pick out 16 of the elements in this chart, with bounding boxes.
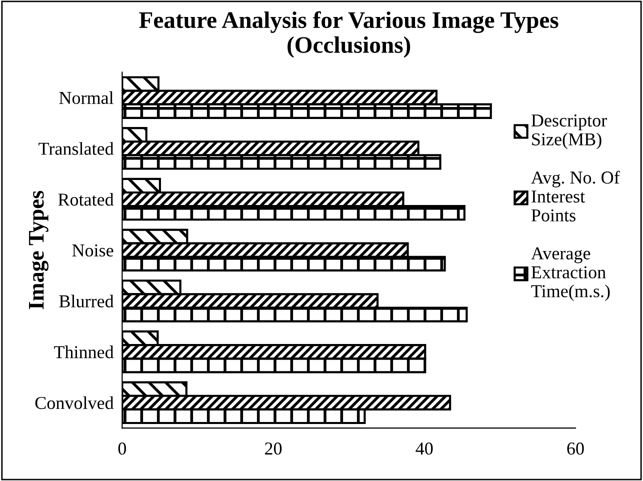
x-tick-label: 40 [416, 442, 433, 455]
x-tick-label: 20 [265, 442, 282, 455]
legend-label: Avg. No. Of Interest Points [531, 170, 620, 222]
legend-label: Average Extraction Time(m.s.) [531, 247, 610, 301]
y-tick-label: Blurred [59, 294, 114, 308]
y-tick-label: Noise [72, 244, 114, 257]
y-tick-label: Thinned [54, 346, 114, 358]
legend-label: Descriptor Size(MB) [531, 114, 607, 150]
y-axis-title: Image Types [29, 190, 48, 310]
y-tick-label: Normal [59, 91, 114, 104]
chart-title: Feature Analysis for Various Image Types (Occlusions) [139, 11, 558, 58]
y-tick-label: Rotated [58, 193, 114, 206]
y-tick-label: Translated [38, 142, 114, 155]
x-tick-label: 60 [567, 442, 584, 455]
y-tick-label: Convolved [35, 396, 114, 410]
x-tick-label: 0 [118, 442, 126, 455]
